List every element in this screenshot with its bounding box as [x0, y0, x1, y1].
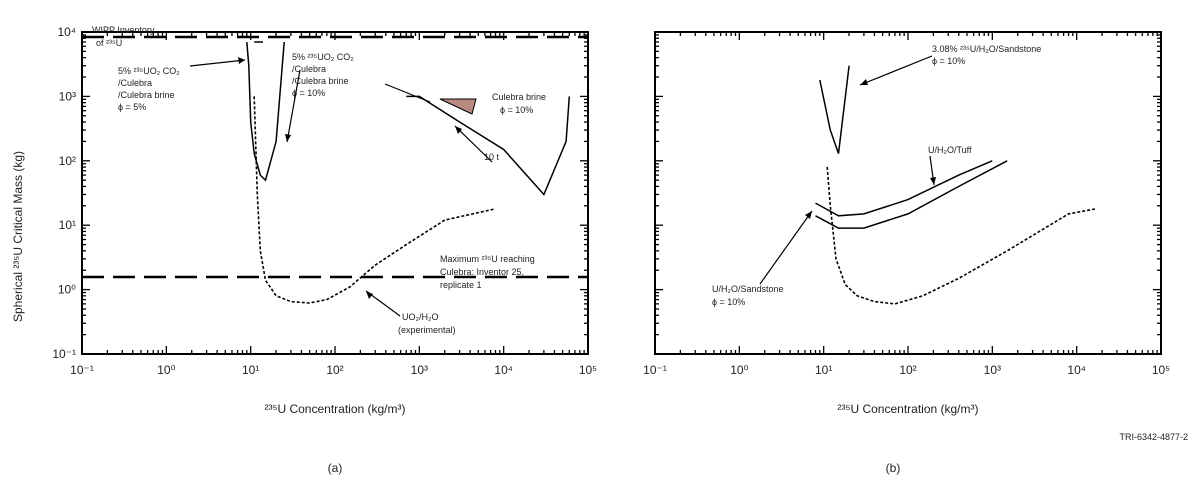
x-tick-label-a: 10²	[326, 363, 343, 377]
series-line-b-3	[826, 166, 1097, 305]
series-line-a-0	[253, 96, 496, 304]
ann-tuff: U/H₂O/Tuff	[928, 145, 972, 155]
x-tick-label-a: 10⁴	[494, 363, 513, 377]
ann-sandstone-l2: ϕ = 10%	[712, 297, 745, 307]
arrow-sandstone	[759, 210, 813, 285]
arrow-5pct-phi5	[189, 59, 246, 67]
x-tick-label-b: 10⁵	[1152, 363, 1170, 377]
ann-5pct-phi5-l3: /Culebra brine	[118, 90, 175, 100]
ann-10t: 10 t	[484, 152, 500, 162]
ann-uo2-h2o-l2: (experimental)	[398, 325, 456, 335]
x-tick-label-a: 10¹	[242, 363, 259, 377]
x-tick-label-b: 10³	[984, 363, 1001, 377]
ann-culebra-brine-l2: ϕ = 10%	[500, 105, 533, 115]
ann-sandstone-l1: U/H₂O/Sandstone	[712, 284, 784, 294]
panel-b: 10⁻¹ 10⁰ 10¹ 10² 10³ 10⁴ 10⁵	[643, 31, 1170, 377]
ann-5pct-phi10-l1: 5% ²³⁵UO₂ CO₂	[292, 52, 354, 62]
x-tick-label-b: 10⁻¹	[643, 363, 667, 377]
arrow-5pct-phi10	[286, 69, 301, 143]
ann-308-sandstone-l1: 3.08% ²³⁵U/H₂O/Sandstone	[932, 44, 1041, 54]
panel-a: 10⁻¹ 10⁰ 10¹ 10² 10³ 10⁴ 10⁵ 10⁻¹ 10⁰ 10¹ 10² 10³ 10…	[52, 25, 597, 377]
arrowhead-uo2-h2o	[366, 291, 373, 299]
x-tick-label-a: 10³	[411, 363, 428, 377]
series-line-a-3	[406, 95, 571, 196]
x-tick-label-b: 10⁴	[1067, 363, 1086, 377]
y-tick-label-a: 10³	[59, 89, 76, 103]
panel-b-x-axis-label: ²³⁵U Concentration (kg/m³)	[837, 402, 978, 416]
ann-5pct-phi10-l2: /Culebra	[292, 64, 326, 74]
arrowhead-sandstone	[805, 211, 812, 219]
x-tick-label-b: 10²	[899, 363, 916, 377]
series-line-b-1	[815, 160, 993, 217]
ann-5pct-phi5-l2: /Culebra	[118, 78, 152, 88]
x-tick-label-b: 10⁰	[730, 363, 748, 377]
ann-308-sandstone-l2: ϕ = 10%	[932, 56, 965, 66]
x-tick-label-b: 10¹	[815, 363, 832, 377]
wipp-inventory-label-2: of ²³⁵U	[96, 38, 122, 48]
ann-5pct-phi5-l4: ϕ = 5%	[118, 102, 146, 112]
panel-a-ticks: 10⁻¹ 10⁰ 10¹ 10² 10³ 10⁴ 10⁵ 10⁻¹ 10⁰ 10¹ 10² 10³ 10…	[52, 25, 597, 377]
ann-max-culebra-l1: Maximum ²³⁵U reaching	[440, 254, 535, 264]
panel-a-curves	[246, 41, 571, 304]
figure-id: TRI-6342-4877-2	[1119, 432, 1188, 442]
x-tick-label-a: 10⁻¹	[70, 363, 94, 377]
shaded-region	[439, 98, 477, 115]
ann-max-culebra-l3: replicate 1	[440, 280, 482, 290]
panel-b-curves	[815, 65, 1097, 305]
ann-5pct-phi10-l3: /Culebra brine	[292, 76, 349, 86]
panel-a-y-axis-label: Spherical ²³⁵U Critical Mass (kg)	[11, 151, 25, 322]
panel-a-x-axis-label: ²³⁵U Concentration (kg/m³)	[264, 402, 405, 416]
y-tick-label-a: 10⁴	[57, 25, 76, 39]
panel-b-ticks: 10⁻¹ 10⁰ 10¹ 10² 10³ 10⁴ 10⁵	[643, 31, 1170, 377]
y-tick-label-a: 10²	[59, 154, 76, 168]
x-tick-label-a: 10⁰	[157, 363, 175, 377]
arrow-308-sandstone	[859, 55, 933, 86]
series-line-a-1	[246, 41, 285, 182]
y-tick-label-a: 10⁰	[58, 283, 76, 297]
arrowhead-tuff	[930, 177, 936, 185]
arrowhead-10t	[455, 126, 462, 134]
arrowhead-5pct-phi5	[238, 57, 245, 64]
arrowhead-5pct-phi10	[285, 134, 291, 142]
x-tick-label-a: 10⁵	[579, 363, 597, 377]
arrow-10t	[454, 125, 493, 163]
ann-uo2-h2o-l1: UO₂/H₂O	[402, 312, 439, 322]
arrow-5pct-phi10-b	[384, 83, 431, 103]
panel-b-caption: (b)	[886, 461, 901, 475]
series-line-b-0	[819, 65, 850, 154]
y-tick-label-a: 10¹	[59, 218, 76, 232]
ann-5pct-phi10-l4: ϕ = 10%	[292, 88, 325, 98]
ann-culebra-brine-l1: Culebra brine	[492, 92, 546, 102]
y-tick-label-a: 10⁻¹	[52, 347, 76, 361]
panel-a-caption: (a)	[328, 461, 343, 475]
arrowhead-308-sandstone	[860, 79, 868, 85]
ann-max-culebra-l2: Culebra: Inventor 25,	[440, 267, 524, 277]
ann-5pct-phi5-l1: 5% ²³⁵UO₂ CO₂	[118, 66, 180, 76]
series-line-b-2	[815, 160, 1008, 229]
wipp-inventory-label-1: WIPP Inventory	[92, 25, 155, 35]
